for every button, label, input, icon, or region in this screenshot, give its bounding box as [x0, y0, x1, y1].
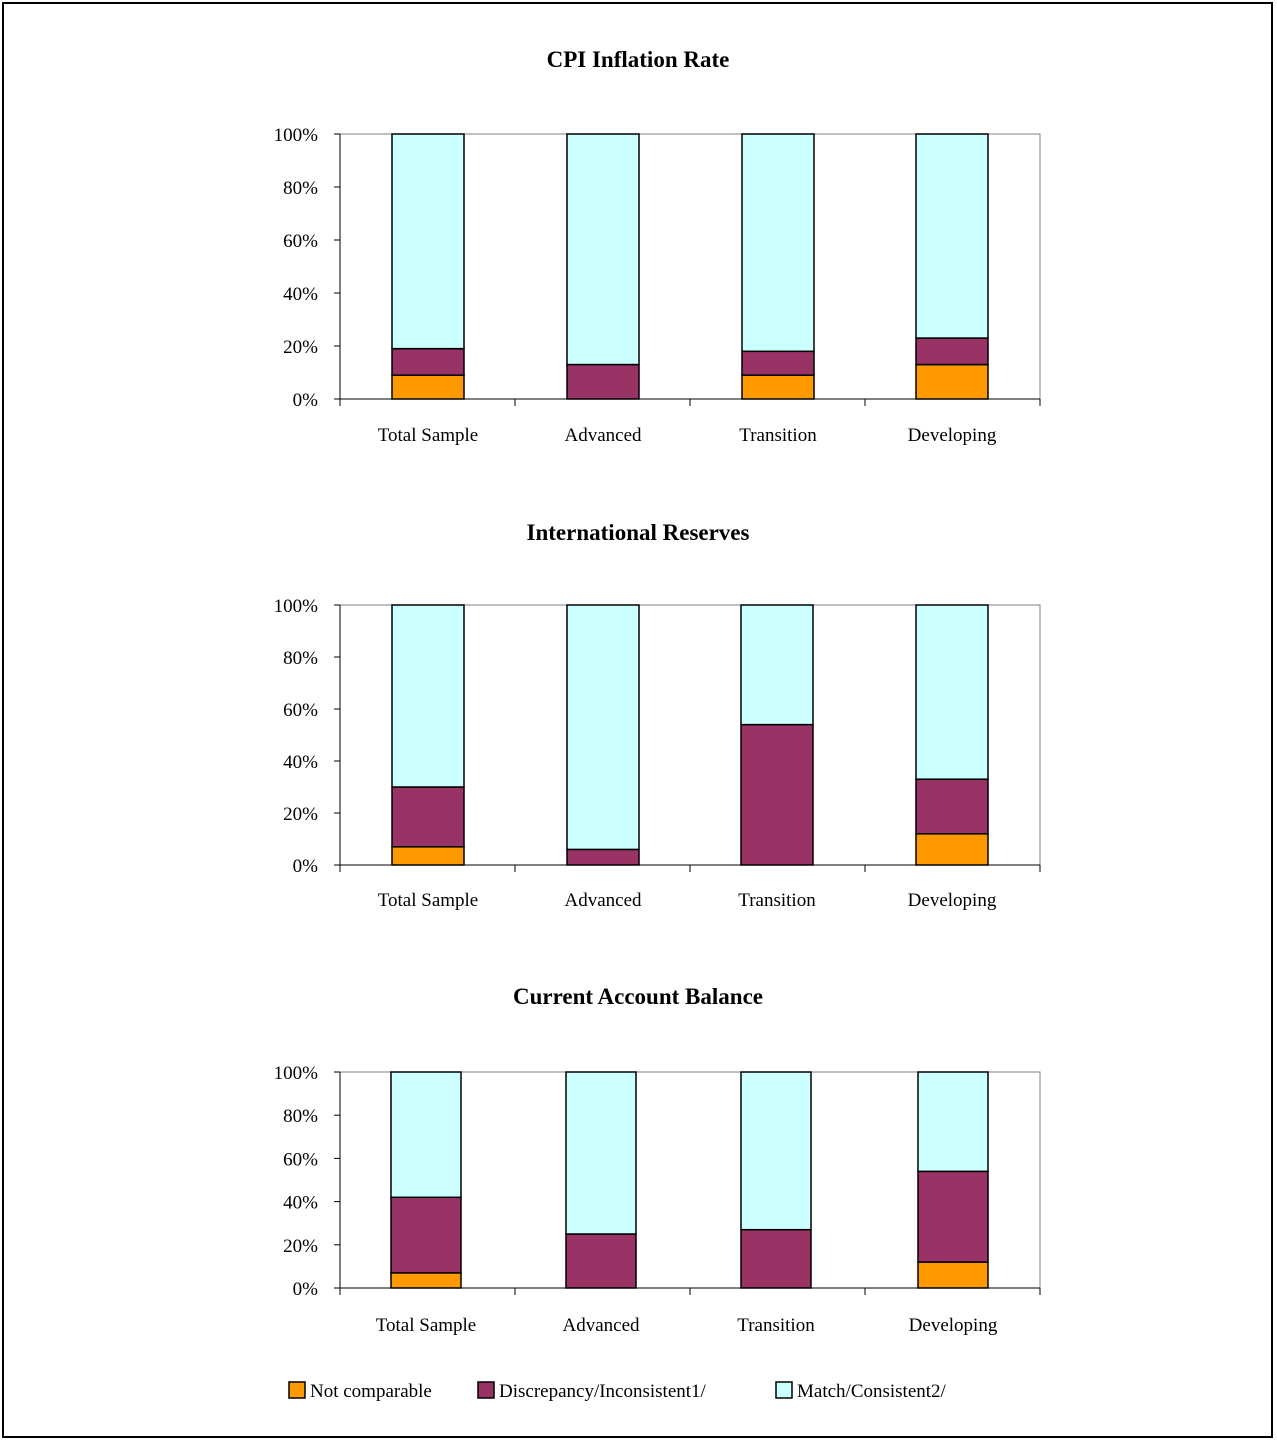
bar-discrepancy	[390, 1196, 462, 1274]
bar-match	[565, 1071, 637, 1235]
legend-swatch-not-comparable	[288, 1381, 306, 1399]
bar-discrepancy	[391, 347, 465, 376]
x-category-label: Total Sample	[378, 425, 479, 446]
bar-match	[740, 604, 814, 726]
bar-discrepancy	[566, 848, 640, 866]
bar-discrepancy	[565, 1233, 637, 1289]
x-category-label: Transition	[737, 1315, 815, 1336]
bar-match	[391, 604, 465, 788]
x-category-label: Advanced	[564, 890, 642, 911]
bar-match	[391, 133, 465, 350]
bar-not-comparable	[915, 833, 989, 866]
x-category-label: Developing	[909, 1315, 998, 1336]
bar-not-comparable	[391, 374, 465, 400]
y-tick-label: 80%	[283, 648, 318, 669]
bar-discrepancy	[915, 778, 989, 835]
y-tick-label: 100%	[274, 596, 319, 617]
x-category-label: Developing	[908, 890, 997, 911]
bar-discrepancy	[566, 363, 640, 400]
y-tick-label: 0%	[293, 856, 319, 877]
chart-title: International Reserves	[527, 520, 750, 545]
bar-discrepancy	[740, 723, 814, 866]
y-tick-label: 80%	[283, 1106, 318, 1127]
y-tick-label: 100%	[274, 1063, 319, 1084]
y-tick-label: 80%	[283, 178, 318, 199]
y-tick-label: 20%	[283, 1236, 318, 1257]
y-tick-label: 100%	[274, 125, 319, 146]
y-tick-label: 60%	[283, 1149, 318, 1170]
x-category-label: Developing	[908, 425, 997, 446]
y-tick-label: 0%	[293, 1279, 319, 1300]
bar-discrepancy	[915, 337, 989, 366]
bar-discrepancy	[391, 786, 465, 848]
bar-match	[741, 133, 815, 353]
y-tick-label: 20%	[283, 337, 318, 358]
chart-title: CPI Inflation Rate	[547, 47, 730, 72]
y-tick-label: 0%	[293, 390, 319, 411]
x-category-label: Advanced	[562, 1315, 640, 1336]
y-tick-label: 60%	[283, 231, 318, 252]
bar-not-comparable	[741, 374, 815, 400]
y-tick-label: 40%	[283, 1193, 318, 1214]
x-category-label: Total Sample	[376, 1315, 477, 1336]
bar-discrepancy	[917, 1170, 989, 1263]
bar-not-comparable	[391, 846, 465, 866]
bar-match	[566, 133, 640, 366]
legend-label: Not comparable	[310, 1381, 432, 1402]
y-tick-label: 60%	[283, 700, 318, 721]
legend-swatch-discrepancy	[477, 1381, 495, 1399]
y-tick-label: 20%	[283, 804, 318, 825]
bar-not-comparable	[917, 1261, 989, 1289]
legend-label: Discrepancy/Inconsistent1/	[499, 1381, 707, 1402]
bar-match	[390, 1071, 462, 1199]
x-category-label: Total Sample	[378, 890, 479, 911]
bar-match	[917, 1071, 989, 1173]
chart-title: Current Account Balance	[513, 984, 763, 1009]
y-tick-label: 40%	[283, 752, 318, 773]
bar-match	[915, 133, 989, 339]
bar-discrepancy	[740, 1228, 812, 1289]
legend-swatch-match	[775, 1381, 793, 1399]
bar-not-comparable	[915, 363, 989, 400]
x-category-label: Transition	[739, 425, 817, 446]
y-tick-label: 40%	[283, 284, 318, 305]
x-category-label: Transition	[738, 890, 816, 911]
bar-match	[740, 1071, 812, 1231]
bar-match	[915, 604, 989, 780]
bar-discrepancy	[741, 350, 815, 376]
x-category-label: Advanced	[564, 425, 642, 446]
bar-not-comparable	[390, 1272, 462, 1289]
bar-match	[566, 604, 640, 851]
legend-label: Match/Consistent2/	[797, 1381, 947, 1402]
